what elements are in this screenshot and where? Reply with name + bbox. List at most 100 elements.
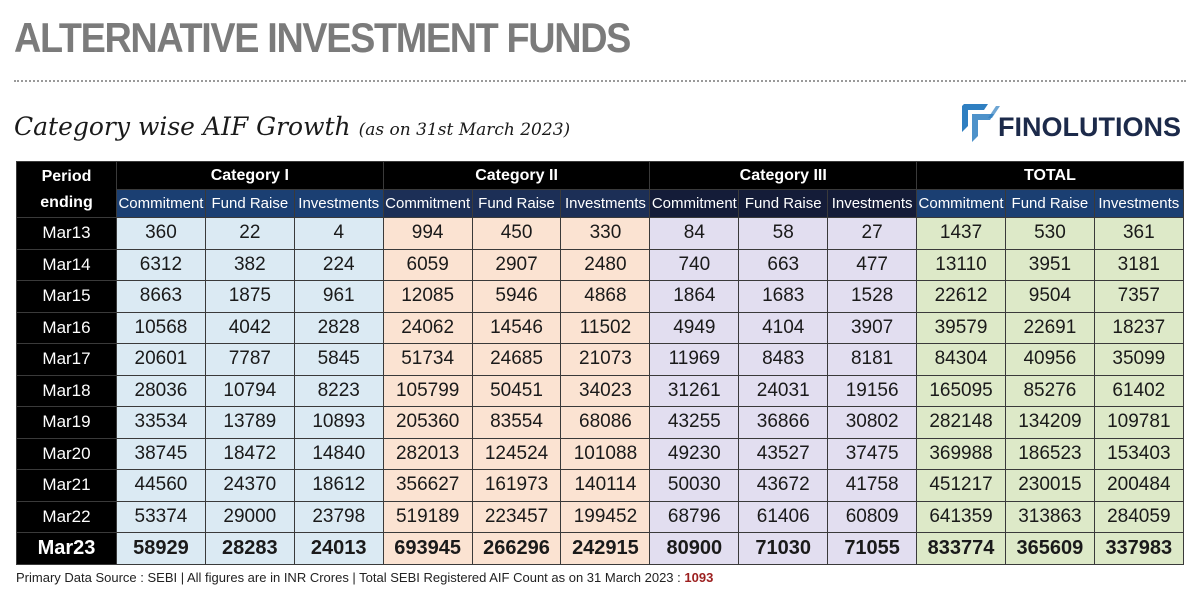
group-header-cat3: Category III — [649, 161, 918, 190]
subheader-cat1-fund-raise: Fund Raise — [204, 189, 295, 218]
value-cell: 68796 — [649, 500, 740, 533]
footer-text: Primary Data Source : SEBI | All figures… — [16, 570, 685, 585]
value-cell: 23798 — [293, 500, 384, 533]
dotted-divider — [14, 80, 1186, 82]
value-cell: 44560 — [116, 469, 206, 502]
value-cell: 50451 — [471, 374, 562, 407]
sub-header-row: Commitment Fund Raise Investments Commitmen… — [17, 189, 1184, 218]
value-cell: 12085 — [382, 280, 473, 313]
value-cell: 6312 — [116, 248, 206, 281]
period-header: Period ending — [16, 161, 117, 218]
value-cell: 663 — [738, 248, 829, 281]
table-body: Mar13 360 22 4 994 450 330 84 58 27 1437 530 361 Mar1… — [16, 217, 1184, 565]
subheader-cat3-investments: Investments — [827, 189, 918, 218]
table-row: Mar15 8663 1875 961 12085 5946 4868 1864 1683 152… — [16, 280, 1184, 313]
subheader-cat2-investments: Investments — [560, 189, 651, 218]
value-cell: 50030 — [649, 469, 740, 502]
subheader-total-investments: Investments — [1093, 189, 1184, 218]
value-cell: 13789 — [204, 406, 295, 439]
value-cell: 2480 — [560, 248, 651, 281]
value-cell: 22691 — [1004, 311, 1095, 344]
group-header-row: Period ending Category I Category II Cate… — [16, 161, 1184, 218]
value-cell: 3907 — [827, 311, 918, 344]
table-row: Mar22 53374 29000 23798 519189 223457 199452 68… — [16, 500, 1184, 533]
value-cell: 740 — [649, 248, 740, 281]
value-cell: 68086 — [560, 406, 651, 439]
value-cell: 361 — [1093, 217, 1184, 250]
subheader-cat1-commitment: Commitment — [116, 189, 206, 218]
value-cell: 360 — [116, 217, 206, 250]
period-header-line1: Period — [41, 167, 92, 185]
value-cell: 36866 — [738, 406, 829, 439]
period-cell: Mar23 — [16, 532, 117, 565]
value-cell: 6059 — [382, 248, 473, 281]
value-cell: 266296 — [471, 532, 562, 565]
value-cell: 8223 — [293, 374, 384, 407]
subtitle-note: (as on 31st March 2023) — [358, 120, 571, 140]
table-row: Mar19 33534 13789 10893 205360 83554 68086 4325… — [16, 406, 1184, 439]
value-cell: 38745 — [116, 437, 206, 470]
value-cell: 282013 — [382, 437, 473, 470]
value-cell: 53374 — [116, 500, 206, 533]
finolutions-logo: FINOLUTIONS — [958, 98, 1188, 148]
subheader-cat2-fund-raise: Fund Raise — [471, 189, 562, 218]
value-cell: 58 — [738, 217, 829, 250]
value-cell: 10568 — [116, 311, 206, 344]
value-cell: 140114 — [560, 469, 651, 502]
value-cell: 22 — [204, 217, 295, 250]
value-cell: 165095 — [916, 374, 1006, 407]
value-cell: 641359 — [916, 500, 1006, 533]
value-cell: 43255 — [649, 406, 740, 439]
logo-text: FINOLUTIONS — [998, 112, 1181, 142]
value-cell: 61406 — [738, 500, 829, 533]
period-cell: Mar22 — [16, 500, 117, 533]
value-cell: 530 — [1004, 217, 1095, 250]
value-cell: 356627 — [382, 469, 473, 502]
value-cell: 451217 — [916, 469, 1006, 502]
value-cell: 1683 — [738, 280, 829, 313]
value-cell: 3181 — [1093, 248, 1184, 281]
value-cell: 124524 — [471, 437, 562, 470]
value-cell: 5845 — [293, 343, 384, 376]
period-cell: Mar21 — [16, 469, 117, 502]
value-cell: 10893 — [293, 406, 384, 439]
subheader-cat1-investments: Investments — [293, 189, 384, 218]
value-cell: 22612 — [916, 280, 1006, 313]
value-cell: 9504 — [1004, 280, 1095, 313]
group-header-cat2: Category II — [382, 161, 651, 190]
value-cell: 8181 — [827, 343, 918, 376]
value-cell: 199452 — [560, 500, 651, 533]
value-cell: 18237 — [1093, 311, 1184, 344]
table-row: Mar18 28036 10794 8223 105799 50451 34023 31261… — [16, 374, 1184, 407]
value-cell: 20601 — [116, 343, 206, 376]
value-cell: 24370 — [204, 469, 295, 502]
value-cell: 37475 — [827, 437, 918, 470]
value-cell: 8663 — [116, 280, 206, 313]
value-cell: 14546 — [471, 311, 562, 344]
value-cell: 35099 — [1093, 343, 1184, 376]
value-cell: 1528 — [827, 280, 918, 313]
subheader-cat3-fund-raise: Fund Raise — [738, 189, 829, 218]
value-cell: 369988 — [916, 437, 1006, 470]
value-cell: 186523 — [1004, 437, 1095, 470]
value-cell: 24062 — [382, 311, 473, 344]
value-cell: 40956 — [1004, 343, 1095, 376]
value-cell: 24031 — [738, 374, 829, 407]
value-cell: 24013 — [293, 532, 384, 565]
period-cell: Mar16 — [16, 311, 117, 344]
value-cell: 7357 — [1093, 280, 1184, 313]
value-cell: 519189 — [382, 500, 473, 533]
table-row: Mar23 58929 28283 24013 693945 266296 242915 80… — [16, 532, 1184, 565]
table-row: Mar20 38745 18472 14840 282013 124524 101088 49… — [16, 437, 1184, 470]
value-cell: 4949 — [649, 311, 740, 344]
value-cell: 43672 — [738, 469, 829, 502]
value-cell: 200484 — [1093, 469, 1184, 502]
value-cell: 161973 — [471, 469, 562, 502]
value-cell: 153403 — [1093, 437, 1184, 470]
value-cell: 41758 — [827, 469, 918, 502]
value-cell: 71055 — [827, 532, 918, 565]
table-row: Mar13 360 22 4 994 450 330 84 58 27 1437 530 361 — [16, 217, 1184, 250]
value-cell: 18472 — [204, 437, 295, 470]
subheader-total-commitment: Commitment — [916, 189, 1006, 218]
value-cell: 49230 — [649, 437, 740, 470]
